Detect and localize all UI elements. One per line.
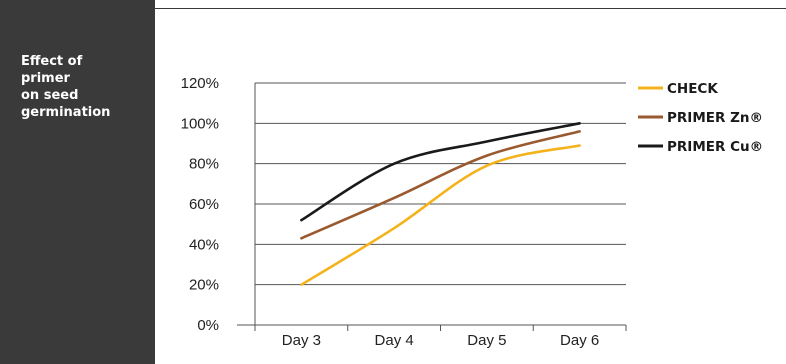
x-tick-label: Day 4 — [375, 332, 414, 349]
x-tick-label: Day 6 — [560, 332, 599, 349]
legend-label: PRIMER Zn® — [667, 110, 763, 126]
series-line-3 — [300, 122, 581, 222]
y-tick-label: 0% — [197, 317, 219, 334]
y-tick-label: 80% — [189, 156, 219, 173]
chart-title: Effect of primer on seed germination — [21, 54, 111, 120]
top-divider — [155, 8, 786, 9]
x-tick-label: Day 3 — [282, 332, 321, 349]
legend-label: PRIMER Cu® — [667, 139, 763, 155]
series-line-1 — [300, 144, 581, 286]
legend-label: CHECK — [667, 81, 718, 97]
y-tick-label: 120% — [181, 75, 219, 92]
y-tick-label: 20% — [189, 277, 219, 294]
side-panel: Effect of primer on seed germination — [0, 0, 155, 364]
y-tick-label: 100% — [181, 115, 219, 132]
y-tick-label: 40% — [189, 236, 219, 253]
series-line-2 — [300, 130, 581, 240]
y-tick-label: 60% — [189, 196, 219, 213]
x-tick-label: Day 5 — [467, 332, 506, 349]
